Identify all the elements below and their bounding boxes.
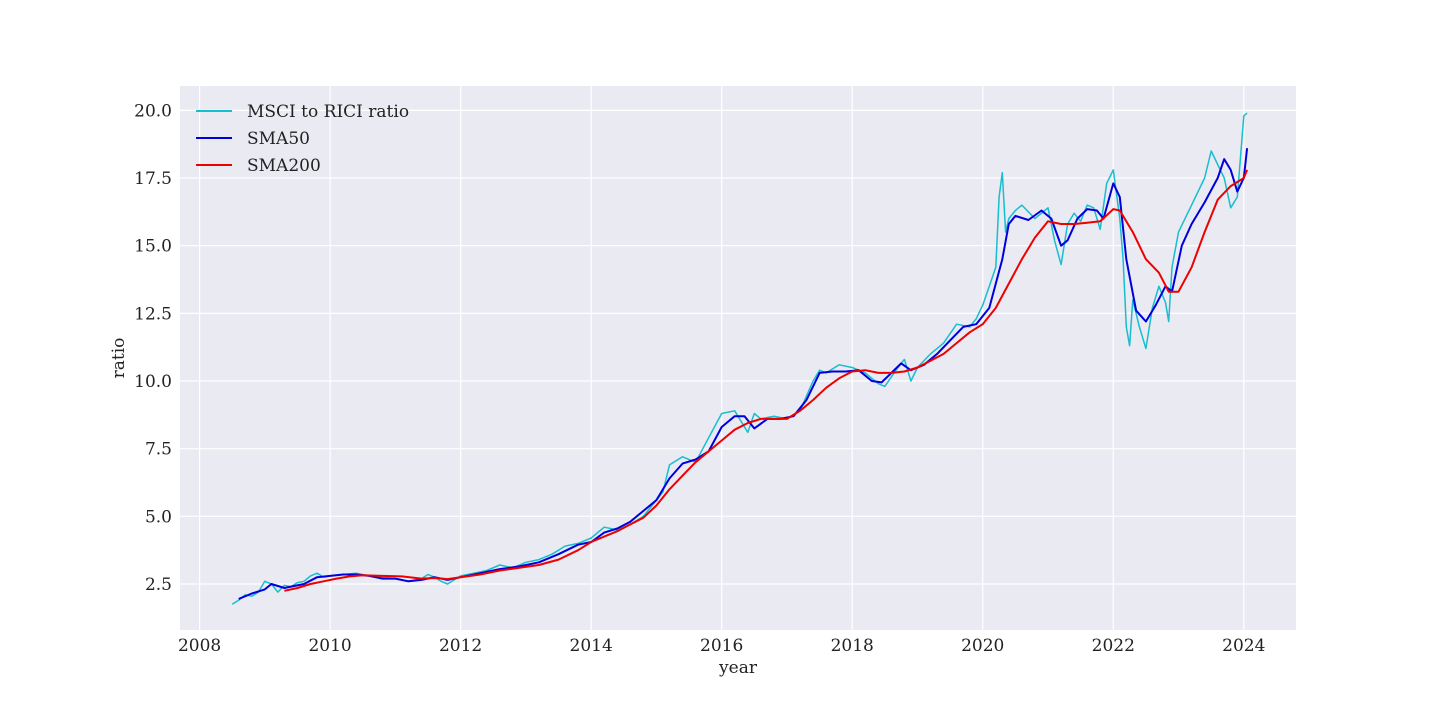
y-tick-label: 2.5 xyxy=(145,575,172,595)
x-tick-label: 2012 xyxy=(439,636,482,656)
x-tick-label: 2008 xyxy=(178,636,221,656)
y-axis-ticks: 2.5 5.0 7.5 10.0 12.5 15.0 17.5 20.0 xyxy=(134,101,172,595)
sma200-line xyxy=(284,169,1249,592)
x-tick-label: 2020 xyxy=(961,636,1004,656)
legend-item-sma200: SMA200 xyxy=(196,156,321,176)
y-tick-label: 5.0 xyxy=(145,507,172,527)
legend: MSCI to RICI ratio SMA50 SMA200 xyxy=(196,102,409,176)
y-tick-label: 15.0 xyxy=(134,237,172,257)
y-tick-label: 10.0 xyxy=(134,372,172,392)
x-tick-label: 2022 xyxy=(1092,636,1135,656)
y-tick-label: 7.5 xyxy=(145,440,172,460)
legend-item-sma50: SMA50 xyxy=(196,129,310,149)
grid xyxy=(180,86,1296,630)
series-lines xyxy=(231,112,1249,605)
legend-label: SMA200 xyxy=(247,156,321,176)
x-tick-label: 2018 xyxy=(831,636,874,656)
y-tick-label: 20.0 xyxy=(134,101,172,121)
legend-label: SMA50 xyxy=(247,129,310,149)
x-tick-label: 2014 xyxy=(570,636,613,656)
legend-label: MSCI to RICI ratio xyxy=(247,102,409,122)
y-axis-label: ratio xyxy=(109,338,129,379)
x-tick-label: 2024 xyxy=(1222,636,1265,656)
y-tick-label: 17.5 xyxy=(134,169,172,189)
y-tick-label: 12.5 xyxy=(134,304,172,324)
x-axis-label: year xyxy=(718,658,758,678)
x-axis-ticks: 2008 2010 2012 2014 2016 2018 2020 2022 2024 xyxy=(178,636,1265,656)
legend-item-msci-rici-ratio: MSCI to RICI ratio xyxy=(196,102,409,122)
x-tick-label: 2010 xyxy=(308,636,351,656)
x-tick-label: 2016 xyxy=(700,636,743,656)
plot-background xyxy=(180,86,1296,630)
